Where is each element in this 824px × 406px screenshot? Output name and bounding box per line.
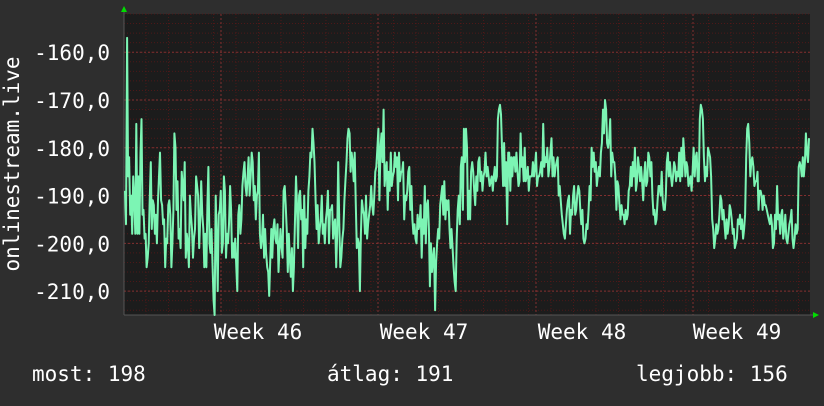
y-tick-label: -160,0: [34, 41, 110, 65]
x-tick-label: Week 49: [693, 320, 782, 344]
y-tick-label: -180,0: [34, 137, 110, 161]
best-value: legjobb: 156: [636, 362, 788, 386]
y-axis-title: onlinestream.live: [0, 57, 24, 272]
y-tick-label: -190,0: [34, 185, 110, 209]
y-axis-arrow: [121, 6, 127, 12]
x-tick-label: Week 48: [538, 320, 627, 344]
x-tick-label: Week 47: [380, 320, 469, 344]
x-tick-label: Week 46: [214, 320, 303, 344]
y-tick-label: -210,0: [34, 280, 110, 304]
average-value: átlag: 191: [327, 362, 454, 386]
y-tick-label: -170,0: [34, 89, 110, 113]
current-value: most: 198: [32, 362, 146, 386]
y-tick-label: -200,0: [34, 232, 110, 256]
x-axis-arrow: [813, 312, 819, 318]
series-line: [124, 36, 810, 316]
